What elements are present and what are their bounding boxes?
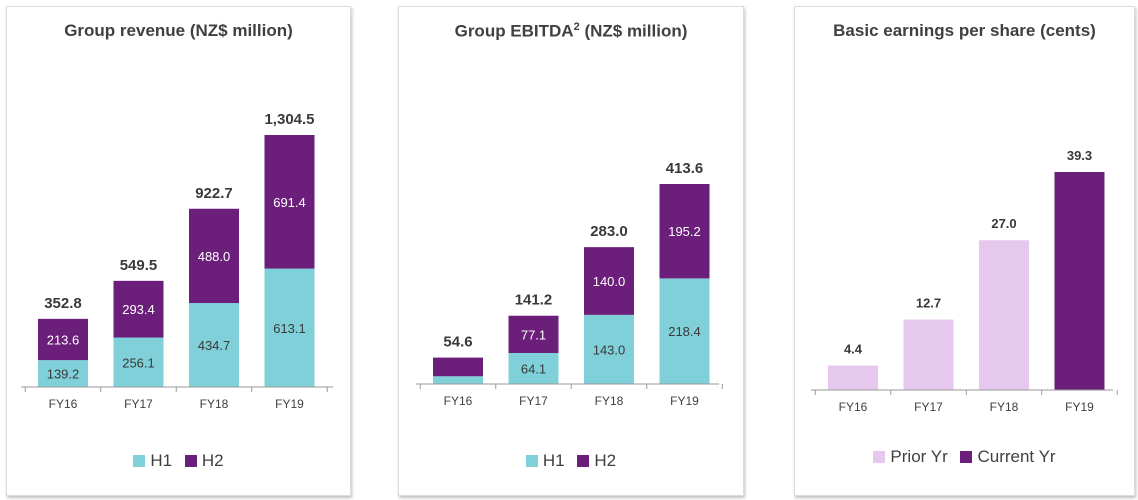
bar-h2-fy18	[584, 247, 634, 315]
total-label-fy17: 549.5	[120, 257, 158, 274]
ebitda-legend: H1 H2	[399, 451, 743, 471]
legend-swatch-h1	[133, 455, 146, 467]
legend-item-h1: H1	[133, 451, 172, 471]
data-label-h2-fy17: 77.1	[521, 327, 546, 342]
total-label-fy18: 283.0	[590, 223, 628, 240]
data-label-h2-fy19: 691.4	[273, 195, 306, 210]
x-tick-fy18: FY18	[200, 397, 229, 411]
eps-chart: 4.4 FY16 12.7 FY17 27.0 FY18 39.3 FY19	[811, 148, 1118, 414]
data-label-h2-fy18: 488.0	[198, 249, 231, 264]
legend-label-h2: H2	[201, 451, 224, 470]
x-tick-fy19: FY19	[275, 397, 304, 411]
bar-fy19	[1054, 172, 1105, 390]
legend-swatch-h1	[525, 455, 538, 467]
data-label-h1-fy17: 256.1	[122, 355, 155, 370]
eps-chart-panel: Basic earnings per share (cents) 4.4 FY16…	[794, 6, 1135, 496]
eps-chart-title: Basic earnings per share (cents)	[833, 21, 1096, 40]
legend-swatch-current-yr	[960, 451, 973, 463]
legend-label-prior-yr: Prior Yr	[890, 447, 948, 466]
bar-h2-fy17	[508, 315, 559, 354]
legend-item-current-yr: Current Yr	[960, 447, 1056, 467]
bar-fy17	[903, 319, 954, 390]
ebitda-title-suffix: (NZ$ million)	[579, 21, 688, 41]
bar-h2-fy19	[659, 184, 710, 279]
legend-label-h1: H1	[150, 451, 173, 470]
bar-h1-fy19	[264, 268, 315, 387]
x-tick-fy16: FY16	[839, 400, 868, 414]
bar-h1-fy19	[659, 278, 710, 384]
bar-h1-fy18	[584, 314, 634, 384]
bar-h1-fy16	[433, 376, 483, 384]
data-label-h1-fy18: 434.7	[198, 338, 231, 353]
total-label-fy16: 54.6	[443, 334, 472, 351]
total-label-fy19: 1,304.5	[264, 111, 314, 128]
legend-item-h2: H2	[577, 451, 616, 471]
ebitda-title-footnote: 2	[573, 21, 580, 33]
legend-swatch-prior-yr	[873, 451, 886, 463]
bar-h1-fy18	[189, 303, 239, 387]
data-label-h2-fy18: 140.0	[593, 274, 626, 289]
data-label-fy17: 12.7	[916, 296, 941, 311]
x-tick-fy18: FY18	[990, 400, 1019, 414]
ebitda-chart-panel: Group EBITDA2 (NZ$ million) 54.6 FY16 64.1…	[398, 6, 744, 496]
bar-h2-fy16	[433, 357, 483, 377]
data-label-h2-fy19: 195.2	[668, 224, 701, 239]
bar-h2-fy19	[264, 135, 315, 269]
revenue-legend: H1 H2	[7, 451, 350, 471]
bar-fy18	[979, 240, 1029, 390]
total-label-fy19: 413.6	[666, 160, 704, 177]
data-label-h1-fy18: 143.0	[593, 342, 626, 357]
data-label-fy16: 4.4	[844, 342, 863, 357]
bar-h2-fy17	[113, 280, 164, 338]
bar-h1-fy17	[113, 337, 164, 387]
revenue-chart-panel: Group revenue (NZ$ million) 139.2 213.6 35…	[6, 6, 351, 496]
legend-label-h1: H1	[542, 451, 565, 470]
eps-legend: Prior Yr Current Yr	[795, 447, 1134, 467]
total-label-fy17: 141.2	[515, 292, 553, 309]
x-tick-fy19: FY19	[1065, 400, 1094, 414]
x-tick-fy17: FY17	[914, 400, 943, 414]
data-label-h2-fy17: 293.4	[122, 302, 155, 317]
x-tick-fy16: FY16	[49, 397, 78, 411]
total-label-fy18: 922.7	[195, 185, 233, 202]
bar-fy16	[828, 365, 878, 390]
ebitda-chart-title: Group EBITDA2 (NZ$ million)	[399, 21, 743, 42]
bar-h2-fy16	[38, 318, 88, 361]
revenue-chart-title: Group revenue (NZ$ million)	[64, 21, 293, 40]
x-tick-fy18: FY18	[595, 394, 624, 408]
legend-swatch-h2	[577, 455, 590, 467]
legend-label-h2: H2	[594, 451, 617, 470]
revenue-chart: 139.2 213.6 352.8 FY16 256.1 293.4 549.5 FY17 43…	[21, 111, 333, 411]
legend-item-h2: H2	[184, 451, 224, 471]
x-tick-fy17: FY17	[519, 394, 548, 408]
data-label-h2-fy16: 213.6	[47, 332, 80, 347]
data-label-h1-fy17: 64.1	[521, 362, 546, 377]
bar-h1-fy17	[508, 353, 559, 384]
data-label-fy18: 27.0	[991, 216, 1016, 231]
x-tick-fy19: FY19	[670, 394, 699, 408]
data-label-fy19: 39.3	[1067, 148, 1092, 163]
x-tick-fy16: FY16	[444, 394, 473, 408]
legend-item-h1: H1	[525, 451, 565, 471]
total-label-fy16: 352.8	[44, 295, 82, 312]
ebitda-title-text: Group EBITDA	[454, 21, 574, 41]
legend-swatch-h2	[184, 455, 197, 467]
legend-item-prior-yr: Prior Yr	[873, 447, 948, 467]
ebitda-chart: 54.6 FY16 64.1 77.1 141.2 FY17 143.0 140.0 283.0…	[416, 160, 723, 408]
bar-h2-fy18	[189, 208, 239, 304]
legend-label-current-yr: Current Yr	[977, 447, 1056, 466]
data-label-h1-fy16: 139.2	[47, 367, 80, 382]
x-tick-fy17: FY17	[124, 397, 153, 411]
data-label-h1-fy19: 218.4	[668, 324, 701, 339]
data-label-h1-fy19: 613.1	[273, 321, 306, 336]
bar-h1-fy16	[38, 360, 88, 387]
